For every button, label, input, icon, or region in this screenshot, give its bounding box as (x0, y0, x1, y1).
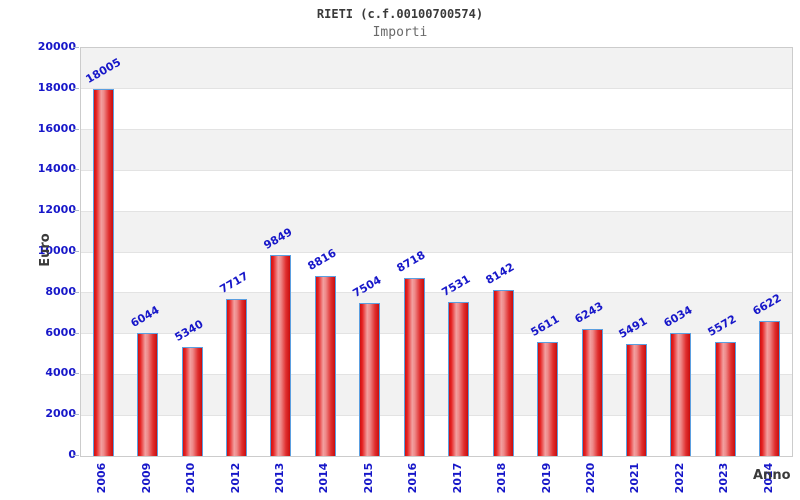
bar-value-label: 5491 (616, 314, 650, 341)
bar (625, 343, 647, 456)
x-tick-label: 2006 (95, 462, 109, 494)
y-tick-label: 4000 (45, 366, 76, 380)
y-tick-label: 0 (14, 448, 76, 462)
y-axis-title: Euro (38, 233, 53, 267)
x-tick-label: 2009 (139, 462, 153, 494)
y-tick-mark (73, 414, 79, 416)
bar (759, 320, 781, 456)
y-tick-mark (73, 47, 79, 48)
bar-value-label: 6622 (750, 291, 784, 318)
x-tick-label: 2016 (406, 462, 420, 494)
y-tick-label: 2000 (45, 407, 76, 421)
chart-subtitle: Importi (372, 25, 428, 40)
gridline (81, 251, 792, 253)
bar (92, 88, 114, 456)
y-tick-mark (73, 169, 79, 171)
bar (581, 328, 603, 456)
bar (448, 302, 470, 456)
bar (492, 289, 514, 456)
x-tick-label: 2012 (228, 462, 242, 494)
y-tick-mark (73, 291, 79, 293)
y-tick-mark (73, 128, 79, 130)
gridline (81, 210, 792, 212)
x-tick-label: 2014 (317, 462, 331, 494)
y-tick-label: 12000 (37, 203, 76, 217)
x-tick-label: 2019 (539, 462, 553, 494)
gridline (81, 414, 792, 416)
gridline (81, 333, 792, 335)
y-tick-mark (73, 251, 79, 252)
bar-value-label: 5572 (705, 312, 739, 340)
bar-value-label: 6044 (128, 303, 162, 330)
x-tick-label: 2015 (361, 462, 375, 494)
plot-area: 18005 6044 5340 7717 9849 8816 7504 8718 7531 814… (80, 47, 793, 457)
y-tick-label: 10000 (37, 244, 76, 257)
gridline (81, 292, 792, 294)
y-tick-mark (73, 455, 79, 456)
x-tick-label: 2021 (628, 462, 642, 494)
y-tick-label: 8000 (45, 284, 76, 298)
chart-title: RIETI (c.f.00100700574) (316, 7, 484, 21)
bar (403, 278, 425, 456)
x-tick-label: 2010 (184, 462, 198, 494)
y-tick-mark (73, 87, 79, 89)
y-tick-label: 20000 (37, 40, 76, 53)
bar-value-label: 5340 (172, 317, 206, 345)
y-tick-label: 16000 (37, 121, 76, 135)
x-tick-label: 2017 (450, 462, 464, 494)
bar-value-label: 7531 (439, 272, 473, 300)
bar (670, 332, 692, 456)
bar-value-label: 6243 (572, 299, 606, 326)
bar-value-label: 9849 (261, 225, 295, 253)
y-tick-label: 6000 (45, 325, 76, 339)
x-tick-label: 2022 (672, 462, 686, 494)
bar (359, 302, 381, 456)
y-tick-mark (73, 210, 79, 212)
gridline (81, 373, 792, 375)
y-tick-mark (73, 332, 79, 334)
bar (181, 347, 203, 456)
x-tick-label: 2020 (584, 462, 598, 494)
bar (137, 332, 159, 456)
y-tick-mark (73, 373, 79, 375)
bar-value-label: 7504 (350, 273, 384, 300)
bar (226, 298, 248, 456)
x-axis-title: Anno (753, 468, 791, 483)
y-tick-label: 18000 (37, 80, 76, 94)
bar (714, 342, 736, 456)
bar (537, 341, 559, 456)
y-tick-label: 14000 (37, 162, 76, 176)
bar-value-label: 6034 (661, 303, 695, 330)
gridline (81, 88, 792, 90)
x-tick-label: 2023 (717, 462, 731, 494)
gridline (81, 169, 792, 171)
bar (270, 255, 292, 456)
bar-value-label: 8142 (483, 260, 517, 287)
gridline (81, 129, 792, 131)
x-tick-label: 2018 (495, 462, 509, 494)
bar-value-label: 18005 (83, 55, 124, 86)
bar (314, 276, 336, 456)
bar-value-label: 8718 (394, 248, 428, 276)
x-tick-label: 2013 (272, 462, 286, 494)
bar-value-label: 5611 (528, 311, 562, 339)
